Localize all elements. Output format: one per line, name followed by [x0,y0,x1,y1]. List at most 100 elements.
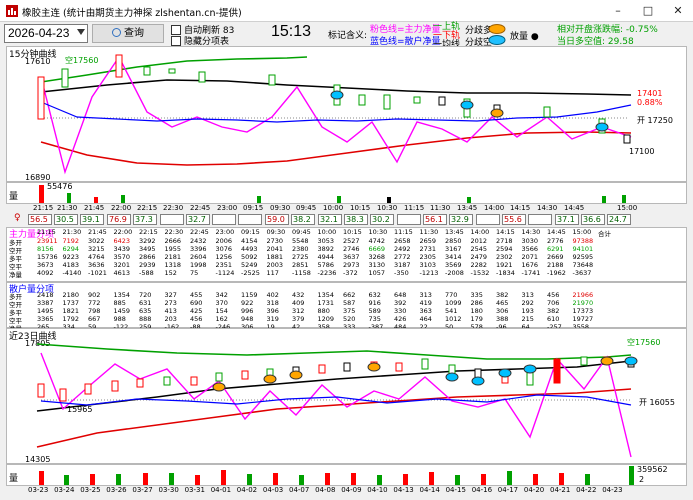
status-value: 59.0 [265,214,289,225]
table-cell: -2525 [241,269,260,277]
time-label: 14:00 [484,204,505,212]
table-cell: 772 [88,299,101,307]
table-cell: 2545 [470,245,488,253]
intraday-volume-svg [39,185,626,203]
table-cell: 5092 [241,253,258,261]
date-label: 04-22 [576,486,597,494]
table-cell: 180 [470,307,483,315]
table-cell: 3365 [37,315,54,323]
table-header: 15:00 [572,228,592,236]
date-label: 04-15 [445,486,466,494]
table-header: 22:45 [190,228,209,236]
date-label: 04-14 [419,486,440,494]
table-cell: 1495 [37,307,54,315]
daily-volume-panel: 量 359562 2 [6,464,687,486]
status-value: 39.1 [80,214,104,225]
level-legend: 一均线 [433,40,461,50]
table-cell: 632 [368,291,381,299]
hide-volume-checkbox[interactable]: 隐藏分项表 [171,34,229,47]
table-cell: 2180 [62,291,80,299]
table-cell: 21970 [572,299,594,307]
table-cell: 21966 [572,291,594,299]
app-icon [6,5,18,17]
title-bar: 橡胶主连 (统计由期货主力神探 zlshentan.cn-提供) – □ ✕ [0,0,693,22]
table-cell: 3292 [139,237,156,245]
intraday-right-value: 17401 [637,89,663,98]
table-header: 21:15 [37,228,56,236]
table-cell: 2282 [470,261,488,269]
table-cell: 1256 [215,253,233,261]
table-cell: 3022 [88,237,105,245]
table-cell: 798 [88,307,101,315]
table-header: 11:15 [394,228,413,236]
hide-volume-box[interactable] [171,36,181,46]
table-cell: -246 [215,323,231,331]
table-cell: -350 [394,269,409,277]
time-label: 22:45 [190,204,211,212]
intraday-y-bottom: 16890 [25,173,51,182]
table-cell: -1834 [496,269,515,277]
table-cell: 64 [521,323,530,331]
table-cell: 6669 [368,245,386,253]
signal-bubble [330,90,344,100]
table-cell: 3187 [394,261,411,269]
table-cell: 333 [343,323,356,331]
status-value: 55.6 [502,214,526,225]
chevron-down-icon[interactable] [77,29,85,35]
status-value: 30.2 [370,214,394,225]
query-button[interactable]: 查询 [92,24,164,43]
table-cell: 2659 [419,237,437,245]
auto-refresh-checkbox[interactable]: 自动刷新 83 [171,23,234,36]
minimize-button[interactable]: – [615,4,621,17]
table-cell: 1821 [62,307,80,315]
table-cell: -1021 [88,269,107,277]
status-value: 37.3 [133,214,157,225]
table-cell: 265 [37,323,50,331]
candle [623,134,631,144]
time-label: 10:00 [323,204,344,212]
candle [358,94,366,106]
status-value: 32.9 [449,214,473,225]
row-label: 空开 [9,301,22,309]
main-force-title: 主力量分项 [9,230,55,240]
auto-refresh-box[interactable] [171,25,181,35]
table-cell: 690 [190,299,203,307]
table-cell: 4092 [37,269,54,277]
table-cell: 4183 [62,261,80,269]
table-cell: -122 [113,323,129,331]
table-cell: 23911 [37,237,58,245]
table-cell: 2305 [419,253,437,261]
candle [383,94,391,110]
table-cell: 4613 [113,269,131,277]
daily-main-line [40,352,632,458]
table-cell: 306 [241,323,254,331]
date-label: 03-27 [132,486,153,494]
table-cell: 610 [547,315,560,323]
table-cell: 2302 [496,253,513,261]
table-cell: 1955 [164,245,182,253]
table-cell: 456 [190,315,203,323]
close-button[interactable]: ✕ [673,4,683,17]
date-label: 04-16 [471,486,493,494]
table-cell: 2866 [139,253,156,261]
daily-signal-bubble [289,370,303,380]
candle [168,68,176,74]
table-cell: 3103 [419,261,437,269]
table-cell: 92595 [572,253,594,261]
status-value [160,214,184,225]
maximize-button[interactable]: □ [642,4,654,17]
table-cell: 313 [419,291,432,299]
date-label: 04-10 [367,486,388,494]
date-label: 04-09 [341,486,362,494]
date-label: 04-20 [523,486,545,494]
table-cell: 409 [292,299,305,307]
date-picker[interactable]: 2026-04-23 [4,24,88,43]
table-cell: 1459 [113,307,131,315]
table-cell: -1532 [470,269,490,277]
table-cell: 3387 [37,299,54,307]
average-line [40,79,632,96]
table-cell: 2041 [266,245,284,253]
table-cell: 2718 [496,237,513,245]
table-cell: 770 [445,291,458,299]
signal-bubble [595,122,609,132]
